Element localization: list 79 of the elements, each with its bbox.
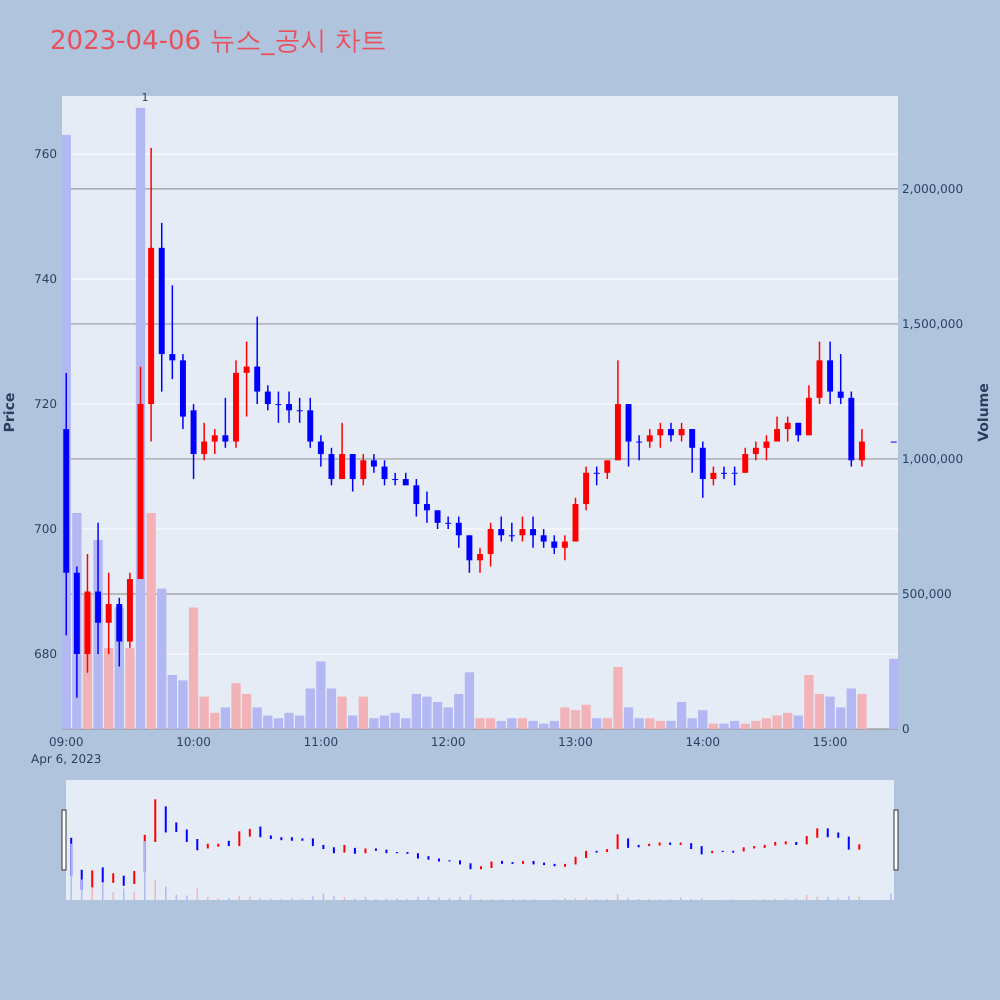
x-tick-label: 14:00 bbox=[685, 735, 720, 749]
y2-axis-title: Volume bbox=[976, 383, 992, 442]
candlestick bbox=[456, 516, 462, 549]
candlestick bbox=[445, 516, 452, 530]
candlestick bbox=[678, 422, 685, 442]
candlestick bbox=[551, 534, 558, 555]
candlestick bbox=[795, 422, 802, 442]
bar bbox=[220, 707, 230, 729]
bar bbox=[708, 724, 718, 729]
candlestick bbox=[858, 428, 865, 468]
y2-tick-label: 500,000 bbox=[902, 586, 952, 601]
candlestick bbox=[434, 510, 441, 530]
candlestick bbox=[296, 397, 303, 424]
candlestick bbox=[562, 534, 568, 562]
x-tick-label: 15:00 bbox=[812, 735, 848, 749]
x-tick-label: 10:00 bbox=[176, 735, 211, 749]
candlestick bbox=[742, 447, 748, 474]
y2-tick-label: 0 bbox=[902, 722, 910, 736]
candlestick bbox=[498, 516, 504, 542]
candlestick bbox=[392, 472, 398, 486]
x-tick-label: 09:00 Apr 6, 2023 bbox=[31, 735, 102, 766]
candlestick bbox=[710, 466, 716, 486]
bar bbox=[348, 715, 358, 729]
candlestick bbox=[424, 490, 430, 524]
candlestick bbox=[382, 460, 388, 486]
y-axis-title: Price bbox=[2, 392, 18, 432]
bar bbox=[592, 718, 602, 729]
bar bbox=[104, 648, 114, 729]
candlestick bbox=[721, 466, 727, 480]
candlestick bbox=[286, 390, 292, 424]
candlestick bbox=[594, 466, 600, 486]
candlestick bbox=[530, 516, 536, 549]
candlestick bbox=[732, 466, 738, 486]
candlestick bbox=[636, 434, 642, 462]
x-tick-label: 12:00 bbox=[430, 735, 466, 749]
y2-tick-label: 1,500,000 bbox=[902, 316, 964, 331]
y-tick-label: 740 bbox=[34, 272, 57, 286]
candlestick bbox=[318, 434, 324, 468]
candlestick bbox=[784, 416, 791, 442]
candlestick bbox=[774, 416, 780, 442]
bar bbox=[358, 696, 368, 729]
candlestick bbox=[169, 284, 176, 380]
y2-tick-label: 1,000,000 bbox=[902, 452, 964, 466]
candlestick bbox=[360, 453, 366, 486]
x-tick-label: 11:00 bbox=[304, 735, 338, 749]
candlestick bbox=[222, 397, 228, 449]
candlestick bbox=[689, 428, 696, 474]
y-tick-label: 760 bbox=[34, 147, 57, 162]
candlestick bbox=[370, 453, 377, 474]
bar bbox=[857, 694, 867, 729]
candlestick bbox=[508, 522, 515, 542]
bar bbox=[518, 718, 528, 729]
candlestick bbox=[477, 547, 483, 574]
candlestick bbox=[275, 390, 282, 424]
annotation: 1 bbox=[142, 91, 148, 104]
candlestick bbox=[244, 340, 250, 418]
candlestick bbox=[264, 384, 271, 412]
candlestick bbox=[763, 434, 770, 462]
y-tick-label: 720 bbox=[34, 397, 57, 412]
bar bbox=[337, 696, 347, 729]
bar bbox=[146, 512, 156, 729]
y2-tick-label: 2,000,000 bbox=[902, 182, 964, 196]
candlestick bbox=[402, 472, 409, 486]
y-tick-label: 700 bbox=[34, 522, 57, 536]
candlestick bbox=[519, 516, 526, 542]
candlestick bbox=[201, 422, 208, 462]
candlestick bbox=[604, 460, 610, 480]
chart-title: 2023-04-06 뉴스_공시 차트 bbox=[50, 26, 387, 56]
candlestick bbox=[657, 422, 664, 449]
candlestick bbox=[540, 528, 547, 549]
bar bbox=[794, 715, 803, 729]
candlestick bbox=[752, 440, 759, 462]
candlestick bbox=[668, 422, 674, 442]
x-tick-label: 13:00 bbox=[558, 735, 593, 749]
y-tick-label: 680 bbox=[34, 647, 57, 662]
candlestick bbox=[413, 478, 420, 518]
candlestick bbox=[838, 353, 844, 405]
bar bbox=[125, 648, 135, 729]
bar bbox=[889, 658, 898, 729]
